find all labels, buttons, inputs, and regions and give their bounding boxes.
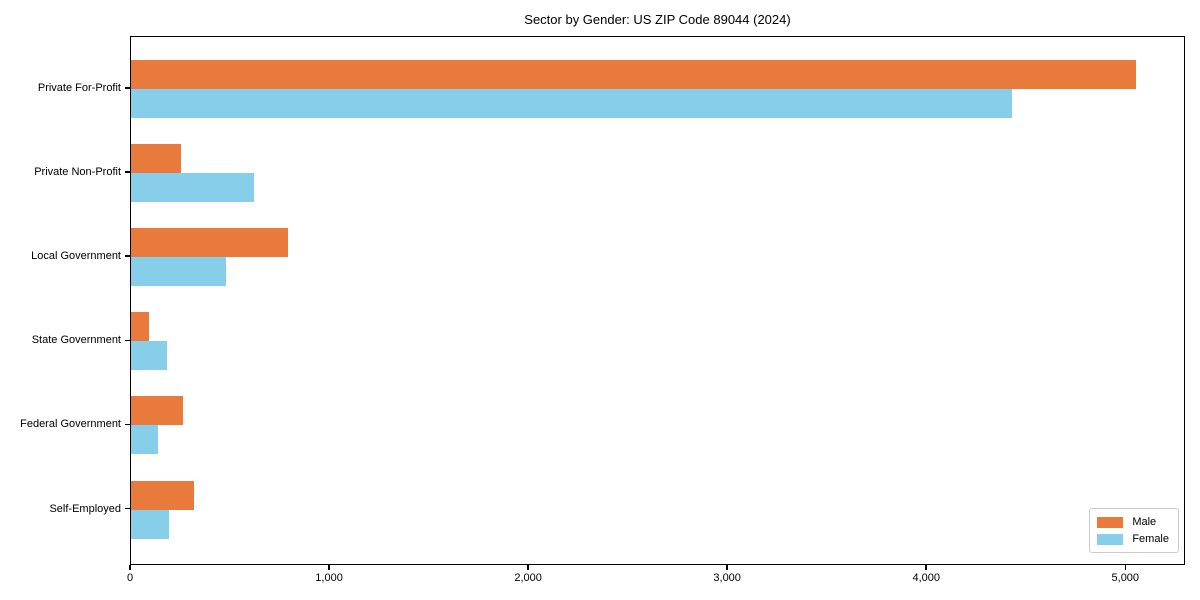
x-tick-5000 <box>1124 565 1127 570</box>
bar-male-state-government <box>131 312 149 342</box>
y-label-self-employed: Self-Employed <box>49 502 121 515</box>
bar-male-private-for-profit <box>131 60 1137 89</box>
x-label-0: 0 <box>126 572 134 584</box>
bar-female-local-government <box>131 257 226 287</box>
x-label-4000: 4,000 <box>912 572 940 584</box>
y-label-local-government: Local Government <box>31 250 121 263</box>
legend-entry-male: Male <box>1097 516 1169 528</box>
y-tick-private-non-profit <box>125 171 130 173</box>
x-tick-0 <box>129 565 131 570</box>
x-tick-3000 <box>726 565 728 570</box>
bar-female-federal-government <box>131 425 158 455</box>
x-label-1000: 1,000 <box>315 572 343 584</box>
bar-male-self-employed <box>131 480 194 510</box>
bar-male-federal-government <box>131 396 183 426</box>
bar-male-local-government <box>131 228 289 258</box>
x-tick-4000 <box>925 565 927 570</box>
y-label-state-government: State Government <box>31 334 121 347</box>
legend-label-female: Female <box>1132 533 1169 545</box>
chart-title: Sector by Gender: US ZIP Code 89044 (202… <box>524 12 791 27</box>
legend-swatch-male <box>1097 516 1124 528</box>
y-tick-federal-government <box>125 423 130 426</box>
x-label-2000: 2,000 <box>514 572 542 584</box>
bar-male-private-non-profit <box>131 144 181 174</box>
plot-area: Male Female <box>130 36 1185 565</box>
x-tick-1000 <box>328 565 330 570</box>
y-tick-local-government <box>125 255 130 257</box>
y-label-federal-government: Federal Government <box>20 418 121 431</box>
x-label-5000: 5,000 <box>1111 572 1140 584</box>
x-tick-2000 <box>527 565 529 570</box>
legend-entry-female: Female <box>1097 533 1169 545</box>
y-tick-private-for-profit <box>125 87 130 89</box>
y-label-private-non-profit: Private Non-Profit <box>34 166 121 179</box>
bar-female-private-non-profit <box>131 173 255 203</box>
bar-female-state-government <box>131 341 167 371</box>
y-tick-state-government <box>125 339 130 342</box>
y-tick-self-employed <box>125 507 130 510</box>
legend-swatch-female <box>1097 533 1124 545</box>
x-label-3000: 3,000 <box>713 572 741 584</box>
legend-label-male: Male <box>1132 516 1157 528</box>
bar-female-self-employed <box>131 509 169 539</box>
legend: Male Female <box>1089 508 1179 553</box>
y-label-private-for-profit: Private For-Profit <box>37 82 121 94</box>
bar-female-private-for-profit <box>131 89 1012 118</box>
